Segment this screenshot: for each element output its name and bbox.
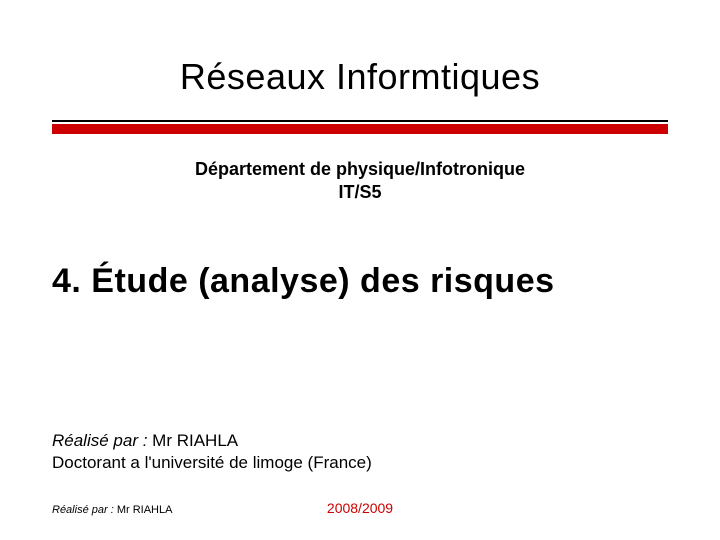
title-rule-thin: [52, 120, 668, 122]
section-title: 4. Étude (analyse) des risques: [52, 262, 692, 301]
author-line1: Réalisé par : Mr RIAHLA: [52, 430, 372, 452]
footer-center: 2008/2009: [0, 500, 720, 516]
author-name: Mr RIAHLA: [152, 431, 238, 450]
department-block: Département de physique/Infotronique IT/…: [0, 158, 720, 203]
slide: Réseaux Informtiques Département de phys…: [0, 0, 720, 540]
author-label: Réalisé par :: [52, 431, 152, 450]
title-rule-thick: [52, 124, 668, 134]
author-affiliation: Doctorant a l'université de limoge (Fran…: [52, 452, 372, 474]
page-title: Réseaux Informtiques: [0, 56, 720, 98]
author-block: Réalisé par : Mr RIAHLA Doctorant a l'un…: [52, 430, 372, 474]
department-line2: IT/S5: [0, 181, 720, 204]
department-line1: Département de physique/Infotronique: [0, 158, 720, 181]
